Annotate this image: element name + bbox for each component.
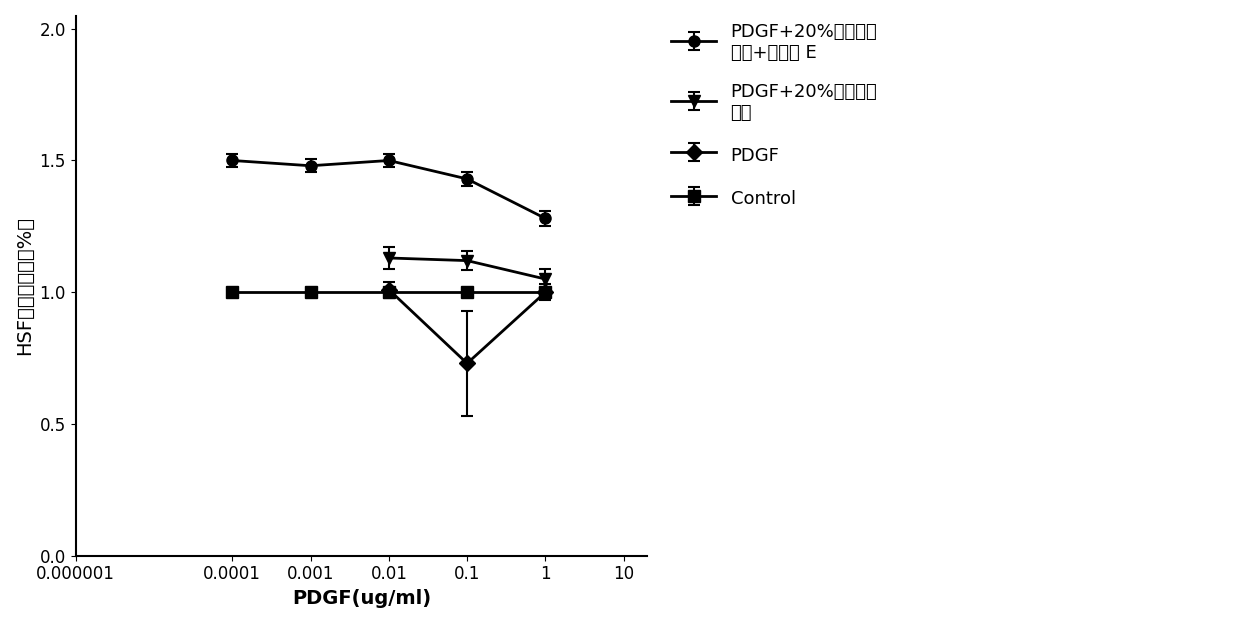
X-axis label: PDGF(ug/ml): PDGF(ug/ml) <box>291 589 432 608</box>
Legend: PDGF+20%干细胞浓
缩液+维生素 E, PDGF+20%干细胞浓
缩液, PDGF, Control: PDGF+20%干细胞浓 缩液+维生素 E, PDGF+20%干细胞浓 缩液, … <box>662 14 887 219</box>
Y-axis label: HSF细胞存活率（%）: HSF细胞存活率（%） <box>15 216 33 355</box>
